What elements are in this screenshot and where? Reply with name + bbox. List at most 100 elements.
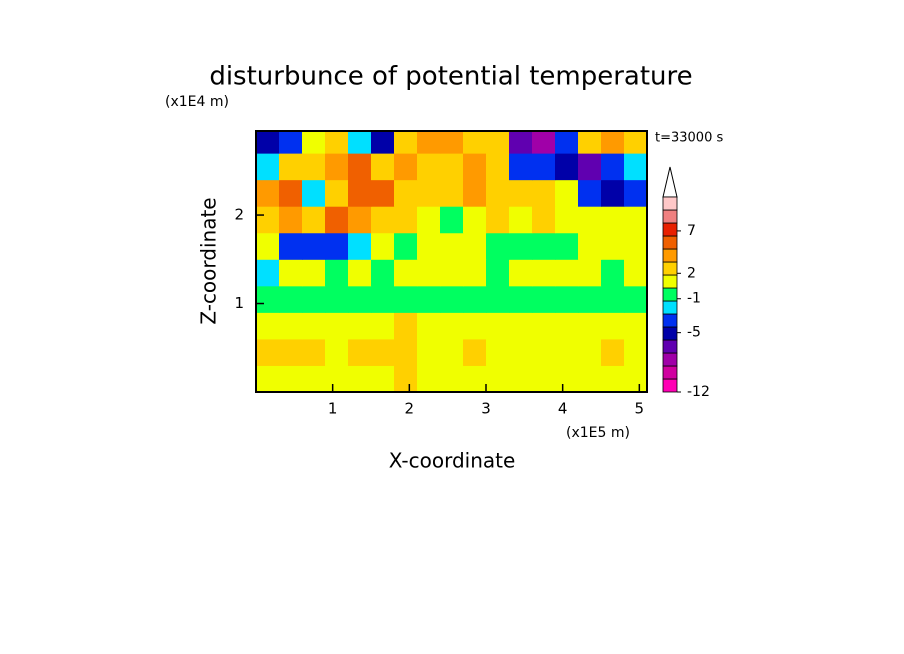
cell — [486, 312, 510, 340]
cell — [371, 131, 395, 154]
cell — [624, 131, 647, 154]
cell — [486, 259, 510, 287]
cell — [417, 259, 441, 287]
cell — [394, 179, 418, 207]
cell — [440, 131, 464, 154]
cell — [325, 232, 349, 260]
cell — [371, 206, 395, 234]
cell — [440, 365, 464, 392]
cell — [486, 338, 510, 366]
colorbar-box — [662, 339, 678, 354]
cell — [624, 312, 647, 340]
cell — [371, 153, 395, 181]
y-tick-label: 1 — [234, 294, 244, 312]
colorbar-box — [662, 222, 678, 237]
cell — [532, 259, 556, 287]
cell — [302, 365, 326, 392]
cell — [325, 259, 349, 287]
cell — [325, 285, 349, 313]
cell — [394, 259, 418, 287]
cell — [463, 259, 487, 287]
cell — [440, 285, 464, 313]
cell — [555, 338, 579, 366]
cell — [509, 179, 533, 207]
colorbar-box — [662, 313, 678, 328]
colorbar-box — [662, 261, 678, 276]
cell — [279, 365, 303, 392]
cell — [256, 232, 280, 260]
y-unit: (x1E4 m) — [165, 94, 229, 110]
cell — [325, 153, 349, 181]
colorbar-box — [662, 365, 678, 380]
x-tick-label: 3 — [481, 400, 491, 418]
colorbar-box — [662, 352, 678, 367]
y-axis-label: Z-coordinate — [197, 197, 221, 324]
cell — [302, 285, 326, 313]
cell — [509, 312, 533, 340]
cell — [325, 206, 349, 234]
colorbar-label: -12 — [687, 384, 710, 400]
cell — [371, 179, 395, 207]
colorbar-box — [662, 274, 678, 289]
cell — [532, 365, 556, 392]
cell — [348, 312, 372, 340]
time-annotation: t=33000 s — [655, 131, 723, 146]
cell — [578, 285, 602, 313]
cell — [463, 312, 487, 340]
cell — [624, 285, 647, 313]
cell — [394, 206, 418, 234]
cell — [371, 312, 395, 340]
cell — [463, 232, 487, 260]
cell — [256, 285, 280, 313]
cell — [417, 179, 441, 207]
cell — [555, 179, 579, 207]
cell — [624, 232, 647, 260]
cell — [624, 153, 647, 181]
cell — [463, 206, 487, 234]
cell — [532, 179, 556, 207]
cell — [371, 259, 395, 287]
cell — [463, 153, 487, 181]
cell — [325, 338, 349, 366]
x-axis-label: X-coordinate — [389, 449, 516, 473]
cell — [463, 365, 487, 392]
cell — [532, 312, 556, 340]
cell — [601, 206, 625, 234]
cell — [601, 338, 625, 366]
cell — [279, 312, 303, 340]
cell — [532, 206, 556, 234]
cell — [624, 338, 647, 366]
cell — [348, 153, 372, 181]
cell — [394, 285, 418, 313]
cell — [302, 338, 326, 366]
colorbar-box — [662, 235, 678, 250]
cell — [417, 312, 441, 340]
cell — [578, 232, 602, 260]
cell — [463, 131, 487, 154]
cell — [440, 206, 464, 234]
cell — [555, 285, 579, 313]
cell — [279, 206, 303, 234]
x-tick-label: 4 — [558, 400, 568, 418]
cell — [302, 179, 326, 207]
cell — [509, 365, 533, 392]
cell — [394, 232, 418, 260]
cell — [348, 285, 372, 313]
cell — [624, 206, 647, 234]
cell — [348, 365, 372, 392]
cell — [256, 338, 280, 366]
cell — [555, 232, 579, 260]
cell — [394, 312, 418, 340]
cell — [256, 312, 280, 340]
cell — [440, 232, 464, 260]
cell — [371, 232, 395, 260]
cell — [256, 153, 280, 181]
cell — [486, 365, 510, 392]
colorbar-label: -5 — [687, 325, 701, 341]
cell — [555, 206, 579, 234]
cell — [555, 312, 579, 340]
cell — [279, 259, 303, 287]
cell — [348, 259, 372, 287]
cell — [394, 338, 418, 366]
